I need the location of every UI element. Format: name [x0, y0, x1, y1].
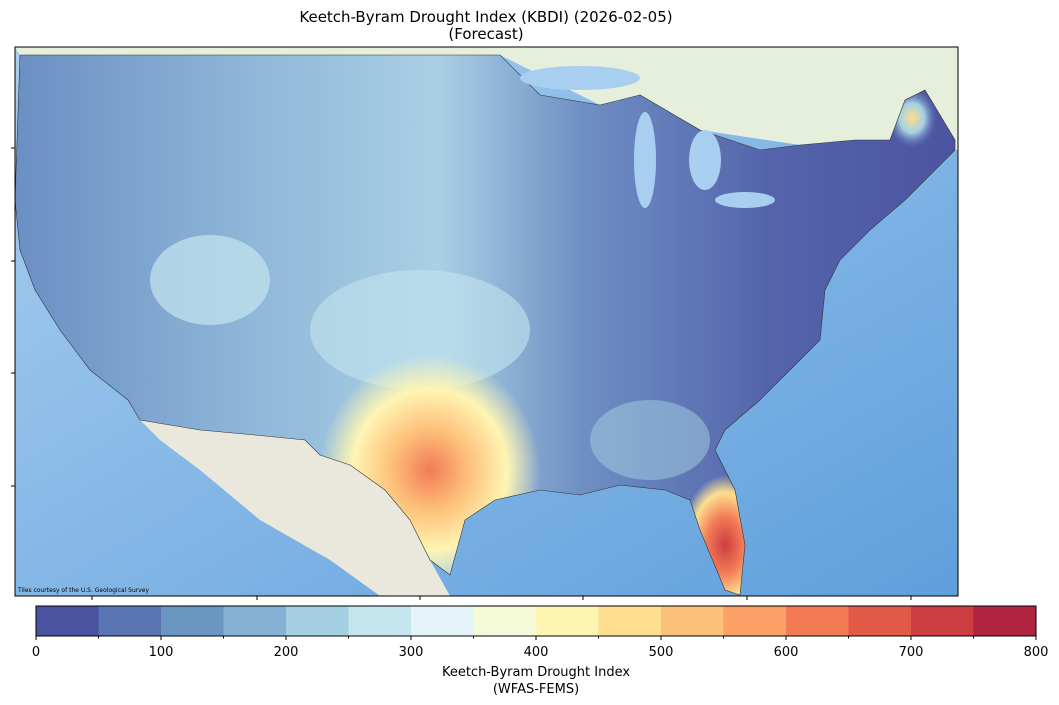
colorbar-bin [661, 606, 724, 636]
axis-ticks [11, 147, 912, 600]
colorbar-bin [223, 606, 286, 636]
colorbar-tick-label: 600 [774, 645, 799, 660]
colorbar-tick-label: 400 [524, 645, 549, 660]
subtitle: (Forecast) [448, 25, 523, 43]
colorbar-bin [98, 606, 161, 636]
colorbar-bin [348, 606, 411, 636]
colorbar-bin [286, 606, 349, 636]
colorbar-label: (WFAS-FEMS) [493, 682, 579, 697]
attribution: Tiles courtesy of the U.S. Geological Su… [17, 587, 149, 594]
colorbar-tick-label: 200 [274, 645, 299, 660]
colorbar-bin [36, 606, 99, 636]
colorbar-bin [598, 606, 661, 636]
colorbar-tick-label: 300 [399, 645, 424, 660]
colorbar-bin [973, 606, 1036, 636]
colorbar-tick-label: 100 [149, 645, 174, 660]
colorbar-tick-label: 800 [1024, 645, 1049, 660]
title: Keetch-Byram Drought Index (KBDI) (2026-… [299, 8, 672, 26]
colorbar-bin [848, 606, 911, 636]
colorbar-bin [786, 606, 849, 636]
colorbar-bin [161, 606, 224, 636]
colorbar-bin [473, 606, 536, 636]
colorbar-bin [536, 606, 599, 636]
lake [634, 112, 656, 208]
lake [715, 192, 775, 208]
colorbar-bin [723, 606, 786, 636]
map-frame [14, 46, 959, 597]
colorbar-bin [411, 606, 474, 636]
mexico-land [140, 420, 450, 596]
colorbar-bin [911, 606, 974, 636]
colorbar-tick-label: 500 [649, 645, 674, 660]
map: Tiles courtesy of the U.S. Geological Su… [15, 47, 958, 596]
lake [520, 66, 640, 90]
colorbar-tick-label: 0 [32, 645, 40, 660]
lake [689, 130, 721, 190]
canada-land [15, 47, 958, 150]
colorbar-label: Keetch-Byram Drought Index [442, 665, 630, 680]
colorbar-tick-label: 700 [899, 645, 924, 660]
colorbar: 0 100 200 300 400 500 600 700 800 [32, 605, 1049, 660]
